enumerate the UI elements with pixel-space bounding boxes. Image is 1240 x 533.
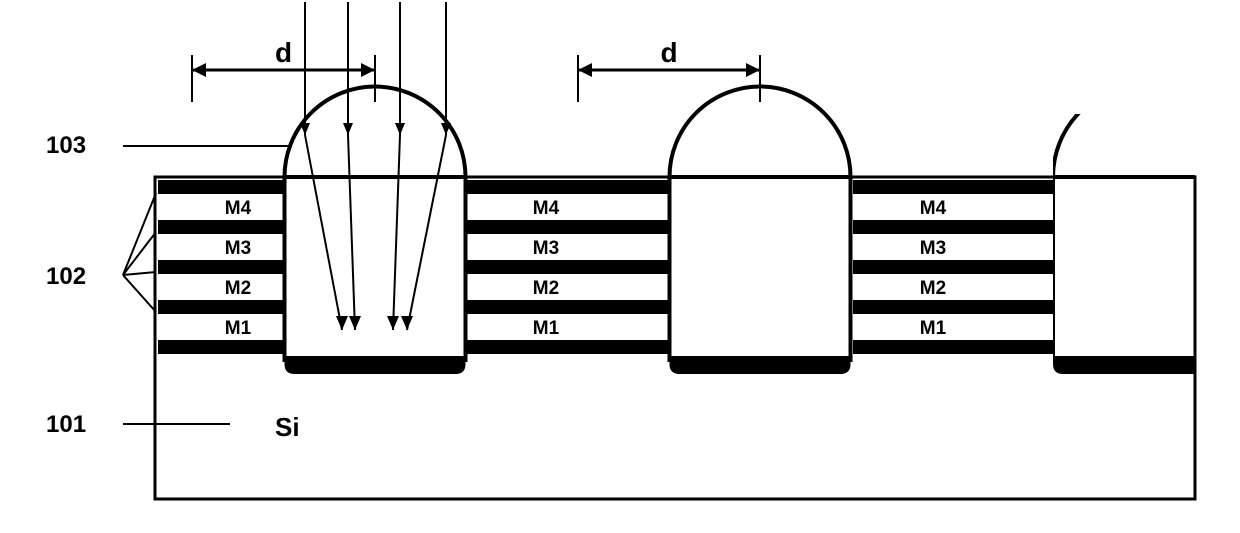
- layer-label: M3: [533, 238, 559, 259]
- layer-label: M4: [920, 198, 947, 219]
- layer-label: M1: [920, 318, 947, 339]
- callout-102: 102: [46, 263, 86, 290]
- layer-label: M1: [225, 318, 252, 339]
- layer-label: M2: [533, 278, 559, 299]
- dimension-label: d: [660, 37, 677, 68]
- layer-label: M3: [920, 238, 946, 259]
- layer-label: M3: [225, 238, 251, 259]
- layer-label: M2: [920, 278, 946, 299]
- callout-103: 103: [46, 132, 86, 159]
- callout-101: 101: [46, 411, 86, 438]
- layer-label: M1: [533, 318, 560, 339]
- dimension-label: d: [275, 37, 292, 68]
- layer-label: M4: [225, 198, 252, 219]
- layer-label: M4: [533, 198, 560, 219]
- layer-label: M2: [225, 278, 251, 299]
- substrate-label: Si: [275, 412, 300, 442]
